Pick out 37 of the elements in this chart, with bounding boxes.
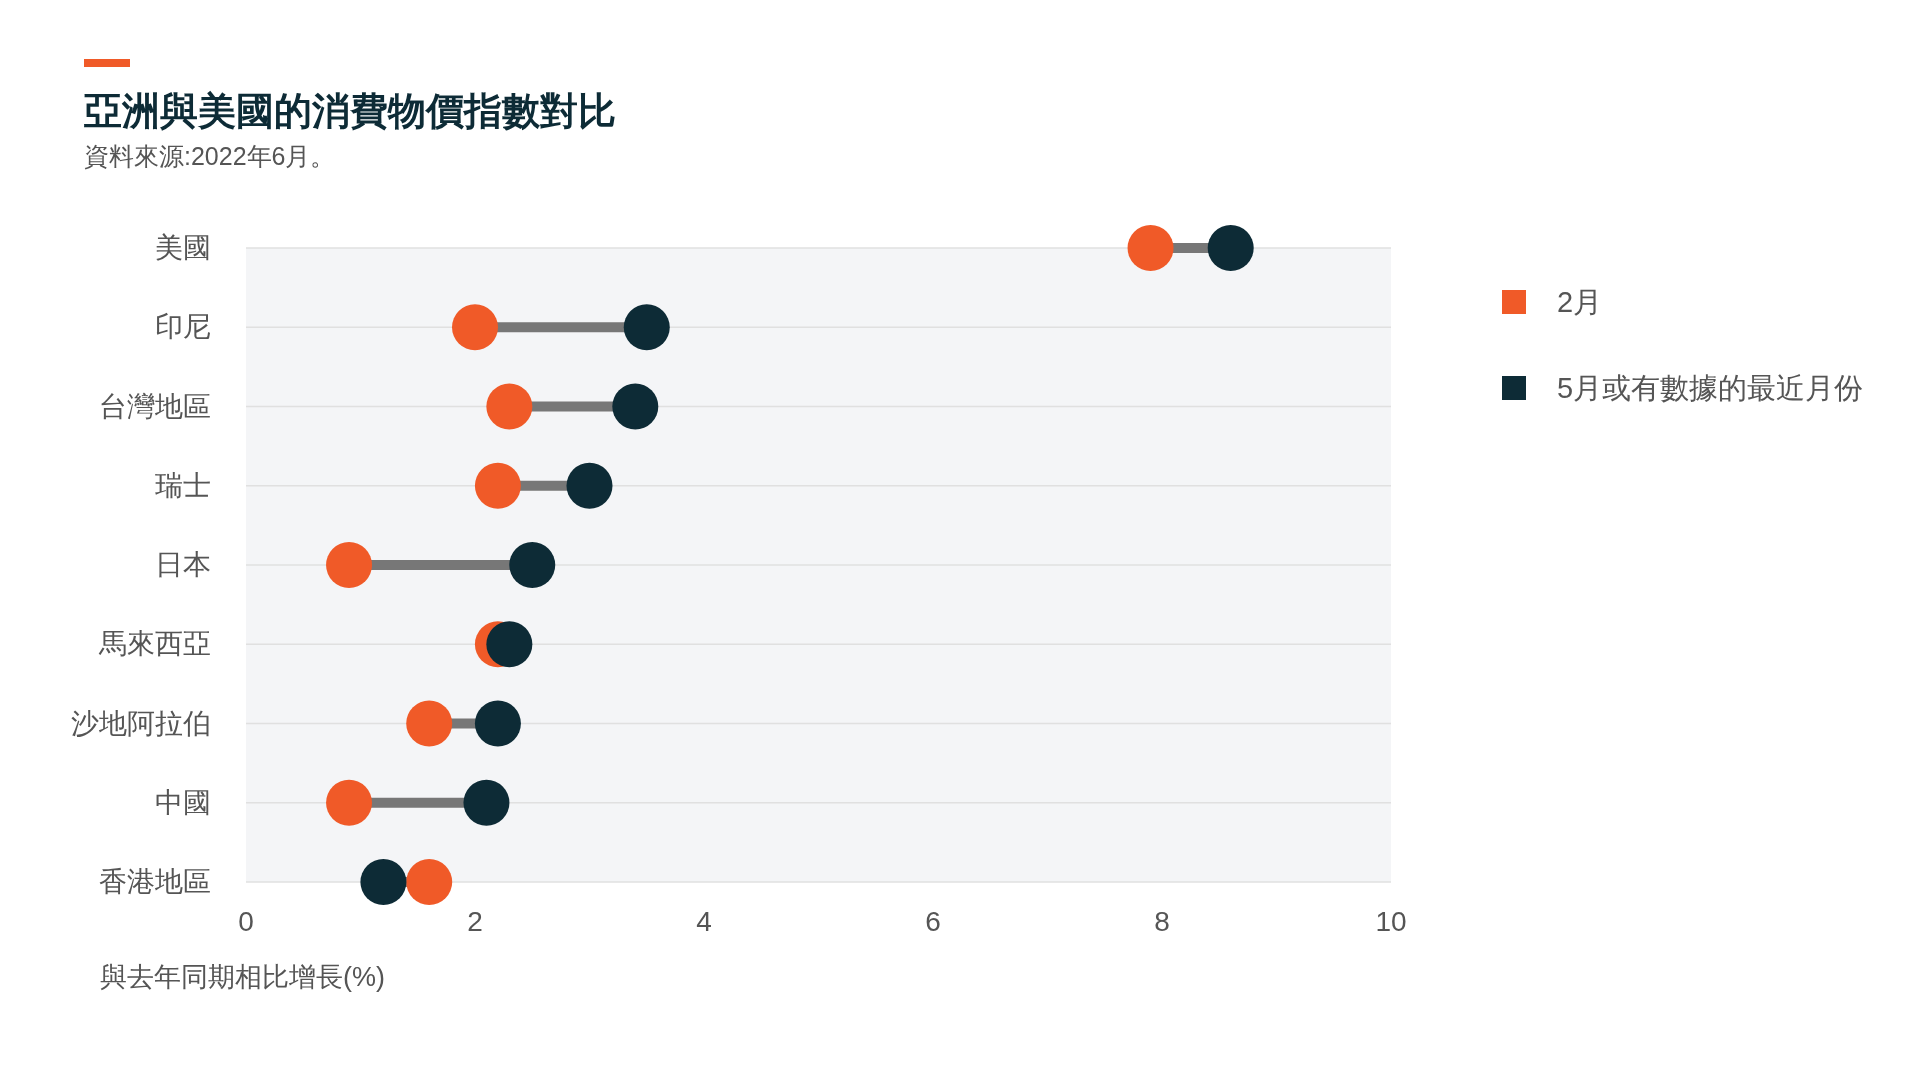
y-tick-label: 香港地區 bbox=[99, 866, 211, 897]
y-tick-label: 日本 bbox=[155, 549, 211, 580]
point bbox=[509, 542, 556, 588]
point bbox=[406, 859, 453, 905]
y-tick-label: 印尼 bbox=[155, 311, 211, 343]
y-tick-label: 美國 bbox=[155, 232, 211, 263]
y-tick-label: 台灣地區 bbox=[99, 390, 211, 422]
y-tick-label: 中國 bbox=[155, 786, 211, 818]
x-tick-label: 4 bbox=[696, 906, 712, 937]
point bbox=[326, 542, 373, 588]
chart-subtitle: 資料來源:2022年6月。 bbox=[84, 142, 336, 170]
point bbox=[486, 383, 533, 430]
point bbox=[623, 304, 670, 351]
x-tick-label: 2 bbox=[467, 906, 483, 937]
point bbox=[463, 779, 510, 826]
x-tick-label: 0 bbox=[238, 906, 254, 937]
point bbox=[474, 700, 521, 747]
point bbox=[326, 779, 373, 826]
y-tick-label: 沙地阿拉伯 bbox=[71, 707, 211, 739]
point bbox=[360, 859, 407, 905]
legend-label: 5月或有數據的最近月份 bbox=[1557, 372, 1864, 404]
point bbox=[612, 383, 659, 430]
point bbox=[452, 304, 498, 351]
point bbox=[1127, 225, 1174, 271]
x-axis-title: 與去年同期相比增長(%) bbox=[100, 962, 385, 992]
y-tick-label: 瑞士 bbox=[155, 469, 211, 501]
y-tick-label: 馬來西亞 bbox=[98, 628, 211, 660]
x-tick-label: 8 bbox=[1154, 906, 1170, 937]
point bbox=[566, 462, 613, 509]
point bbox=[1207, 225, 1254, 271]
x-tick-label: 6 bbox=[925, 906, 941, 937]
point bbox=[474, 462, 521, 509]
point bbox=[486, 621, 533, 668]
point bbox=[406, 700, 453, 747]
chart-title: 亞洲與美國的消費物價指數對比 bbox=[83, 90, 616, 132]
x-tick-label: 10 bbox=[1375, 906, 1407, 937]
legend-label: 2月 bbox=[1557, 286, 1603, 318]
